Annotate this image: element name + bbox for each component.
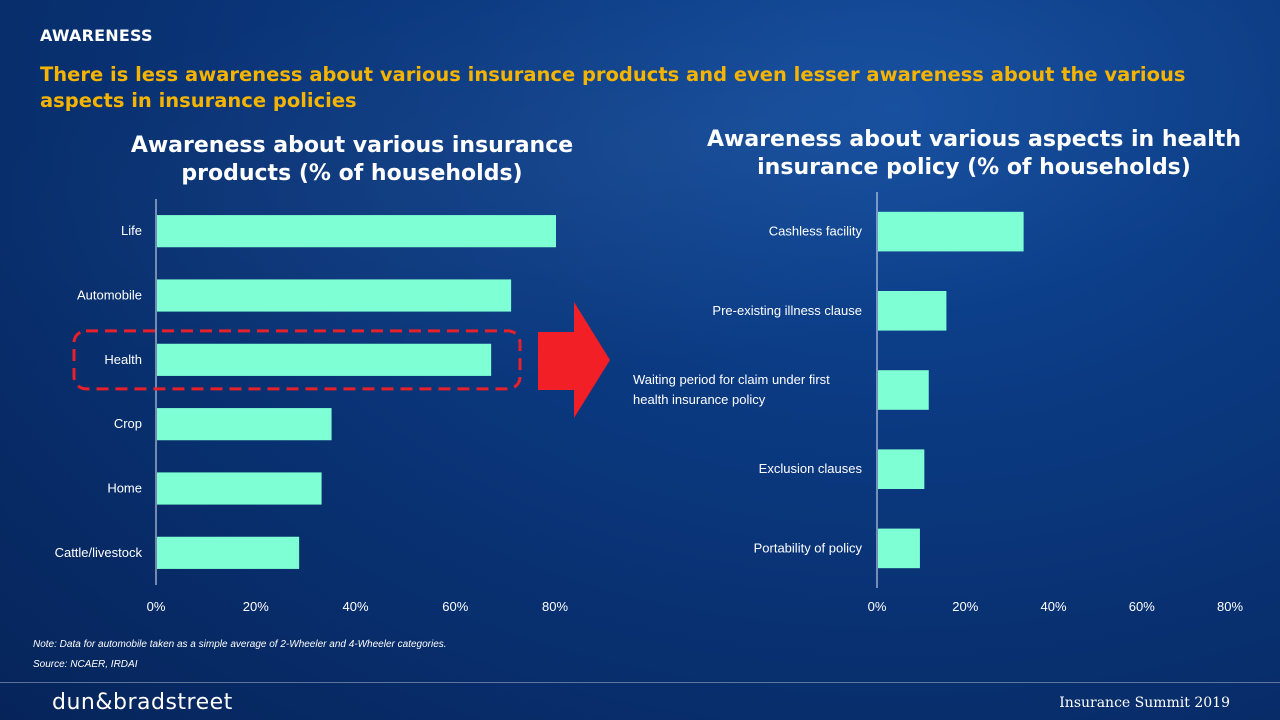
event-name: Insurance Summit 2019 [1059, 695, 1230, 711]
bar [878, 291, 947, 331]
x-tick-label: 40% [342, 599, 368, 614]
bar [157, 279, 512, 312]
x-tick-label: 60% [1129, 599, 1155, 614]
products-awareness-chart: Life Automobile Health Crop Home Cattle/lives… [55, 199, 568, 614]
category-label: Waiting period for claim under first [633, 372, 830, 387]
x-tick-label: 60% [442, 599, 468, 614]
category-label: Cashless facility [769, 224, 863, 239]
bar [157, 215, 556, 248]
category-label: health insurance policy [633, 392, 766, 407]
logo-text: dun&bradstreet [52, 690, 233, 715]
left-chart-title: Awareness about various insurance produc… [130, 133, 574, 186]
category-label: Exclusion clauses [759, 461, 863, 476]
x-tick-label: 0% [868, 599, 887, 614]
category-label: Crop [114, 416, 142, 431]
x-tick-label: 20% [952, 599, 978, 614]
bar [878, 528, 920, 569]
company-logo: dun&bradstreet [52, 690, 233, 715]
right-arrow-icon [538, 302, 610, 418]
footer-divider [0, 682, 1280, 683]
category-label: Life [121, 223, 142, 238]
bar [157, 472, 322, 505]
section-label: AWARENESS [40, 26, 153, 45]
bar [157, 408, 332, 441]
chart-note: Note: Data for automobile taken as a sim… [33, 639, 447, 650]
slide-headline: There is less awareness about various in… [40, 63, 1186, 112]
highlight-box [72, 329, 522, 391]
category-label: Home [107, 481, 142, 496]
bar [157, 536, 300, 569]
policy-aspects-awareness-chart: Cashless facility Pre-existing illness cl… [633, 192, 1243, 614]
chart-source: Source: NCAER, IRDAI [33, 659, 138, 670]
category-label: Portability of policy [754, 540, 863, 555]
category-label: Cattle/livestock [55, 545, 143, 560]
x-tick-label: 80% [1217, 599, 1243, 614]
bar [878, 211, 1024, 252]
right-chart-title: Awareness about various aspects in healt… [707, 127, 1241, 180]
category-label: Pre-existing illness clause [712, 303, 862, 318]
bar [157, 343, 492, 376]
bar [878, 449, 925, 489]
x-tick-label: 0% [147, 599, 166, 614]
bar [878, 370, 929, 410]
category-label: Health [104, 352, 142, 367]
x-tick-label: 40% [1040, 599, 1066, 614]
category-label: Automobile [77, 288, 142, 303]
x-tick-label: 80% [542, 599, 568, 614]
x-tick-label: 20% [243, 599, 269, 614]
